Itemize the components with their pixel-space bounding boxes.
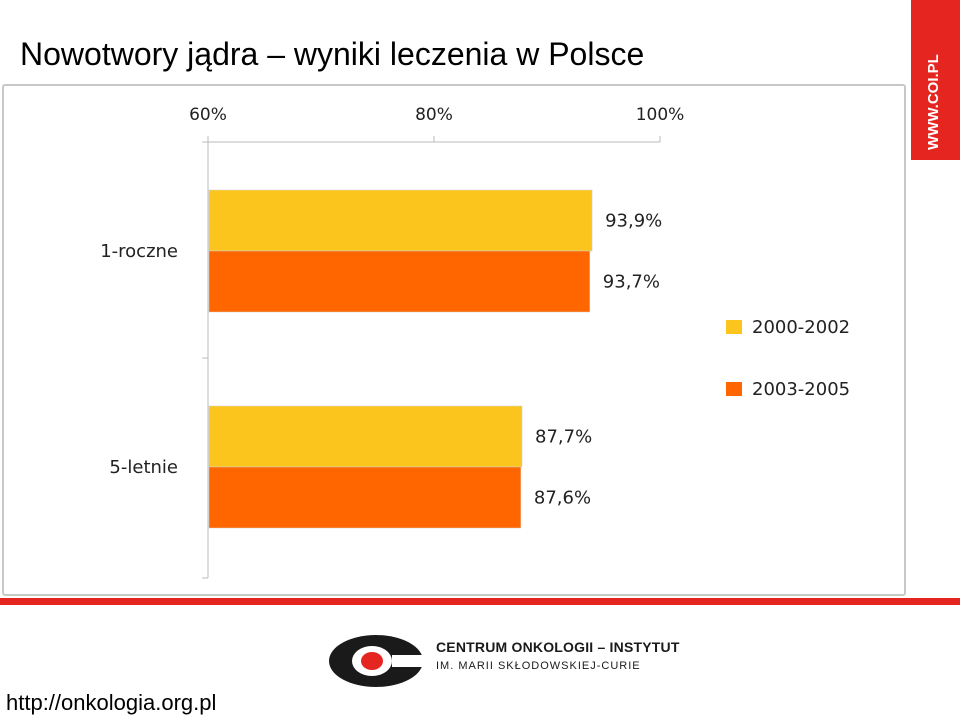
slide-title: Nowotwory jądra – wyniki leczenia w Pols… — [20, 36, 645, 72]
bottom-band — [0, 598, 960, 605]
data-label: 87,6% — [534, 488, 591, 509]
x-tick-label: 80% — [415, 105, 453, 125]
legend-label: 2003-2005 — [752, 379, 850, 400]
x-tick-label: 100% — [636, 105, 685, 125]
legend-swatch — [726, 382, 742, 396]
data-label: 93,7% — [603, 272, 660, 293]
logo-mark-icon — [329, 635, 430, 687]
data-label: 93,9% — [605, 211, 662, 232]
x-tick-label: 60% — [189, 105, 227, 125]
chart-frame: 60% 80% 100% 1-roczne 93,9% 93,7% 5-letnie 87,7… — [2, 84, 906, 596]
bar — [208, 250, 591, 313]
category-label: 1-roczne — [100, 241, 178, 262]
bar-chart: 60% 80% 100% 1-roczne 93,9% 93,7% 5-letnie 87,7… — [100, 105, 850, 579]
legend-swatch — [726, 320, 742, 334]
side-strip — [911, 0, 960, 160]
institute-logo: CENTRUM ONKOLOGII – INSTYTUT IM. MARII S… — [326, 633, 679, 689]
data-label: 87,7% — [535, 427, 592, 448]
logo-line1: CENTRUM ONKOLOGII – INSTYTUT — [436, 639, 680, 655]
source-url: http://onkologia.org.pl — [6, 690, 217, 715]
category-label: 5-letnie — [109, 457, 178, 478]
bar — [208, 189, 593, 252]
side-label: WWW.COI.PL — [925, 54, 942, 150]
bar — [208, 405, 523, 468]
bar — [208, 466, 522, 529]
logo-line2: IM. MARII SKŁODOWSKIEJ-CURIE — [436, 660, 641, 672]
legend-label: 2000-2002 — [752, 317, 850, 338]
